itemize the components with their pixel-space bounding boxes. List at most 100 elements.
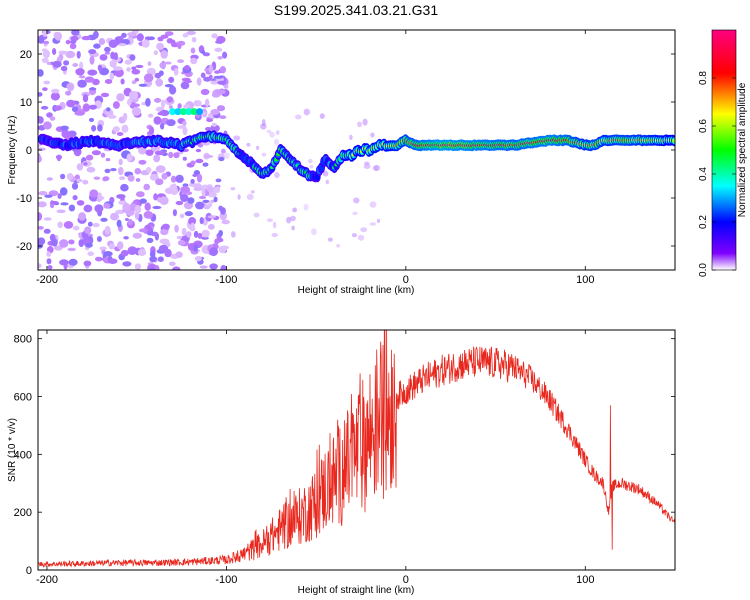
noise-blob bbox=[131, 106, 141, 116]
noise-blob bbox=[88, 49, 97, 55]
noise-blob bbox=[215, 40, 223, 44]
noise-blob bbox=[60, 125, 69, 131]
noise-blob bbox=[41, 57, 49, 64]
snr-ytick-label: 200 bbox=[14, 507, 32, 519]
ridge bbox=[38, 130, 675, 183]
noise-blob bbox=[47, 265, 53, 270]
noise-blob bbox=[208, 64, 214, 74]
noise-blob bbox=[290, 215, 296, 222]
noise-blob bbox=[110, 168, 117, 172]
noise-blob bbox=[215, 186, 221, 193]
noise-blob bbox=[88, 87, 97, 91]
noise-blob bbox=[370, 132, 375, 138]
noise-blob bbox=[83, 260, 92, 267]
colorbar-tick-label: 0.4 bbox=[698, 167, 709, 181]
noise-blob bbox=[184, 64, 190, 71]
noise-blob bbox=[38, 191, 48, 196]
secondary-blob bbox=[179, 108, 187, 116]
noise-blob bbox=[184, 211, 193, 217]
noise-blob bbox=[179, 213, 185, 219]
noise-blob bbox=[250, 190, 255, 194]
noise-blob bbox=[83, 162, 88, 166]
noise-blob bbox=[210, 109, 220, 116]
noise-blob bbox=[122, 112, 128, 122]
noise-blob bbox=[129, 54, 136, 61]
noise-blob bbox=[199, 217, 204, 225]
noise-blob bbox=[139, 198, 147, 204]
colorbar-tick-label: 0.2 bbox=[698, 215, 709, 229]
noise-blob bbox=[192, 173, 198, 177]
noise-blob bbox=[112, 126, 120, 133]
noise-blob bbox=[96, 236, 102, 242]
noise-blob bbox=[59, 187, 68, 196]
noise-blob bbox=[135, 64, 144, 69]
noise-blob bbox=[78, 212, 86, 221]
noise-blob bbox=[147, 113, 154, 118]
noise-blob bbox=[108, 39, 118, 48]
noise-blob bbox=[118, 158, 123, 166]
noise-blob bbox=[196, 173, 203, 183]
noise-blob bbox=[122, 203, 131, 212]
noise-blob bbox=[148, 36, 155, 41]
noise-blob bbox=[146, 67, 156, 76]
noise-blob bbox=[138, 228, 148, 233]
noise-blob bbox=[97, 124, 103, 132]
noise-blob bbox=[149, 126, 155, 135]
noise-blob bbox=[42, 87, 48, 91]
noise-blob bbox=[87, 221, 93, 227]
noise-blob bbox=[205, 127, 212, 131]
noise-blob bbox=[66, 173, 74, 181]
noise-blob bbox=[42, 30, 48, 37]
noise-blob bbox=[59, 239, 69, 248]
noise-blob bbox=[181, 227, 187, 236]
noise-blob bbox=[105, 158, 111, 162]
noise-blob bbox=[87, 251, 94, 256]
noise-blob bbox=[207, 215, 217, 219]
noise-blob bbox=[57, 221, 63, 229]
noise-blob bbox=[57, 193, 62, 199]
noise-blob bbox=[98, 38, 106, 45]
noise-blob bbox=[94, 204, 104, 213]
noise-blob bbox=[134, 204, 142, 214]
snr-axes: -200 -100 0 100 0 200 400 600 800 bbox=[14, 330, 675, 586]
noise-blob bbox=[372, 165, 378, 171]
noise-blob bbox=[72, 195, 78, 201]
noise-blob bbox=[134, 77, 140, 82]
noise-blob bbox=[215, 178, 222, 183]
noise-blob bbox=[177, 125, 187, 129]
noise-blob bbox=[218, 245, 227, 254]
noise-blob bbox=[155, 165, 166, 173]
noise-blob bbox=[79, 61, 84, 70]
noise-blob bbox=[271, 232, 278, 238]
noise-blob bbox=[110, 212, 119, 221]
noise-blob bbox=[221, 219, 230, 225]
noise-blob bbox=[188, 217, 197, 226]
noise-blob bbox=[83, 204, 93, 213]
noise-blob bbox=[99, 246, 107, 251]
spectrogram-ytick-label: -10 bbox=[16, 193, 32, 205]
noise-blob bbox=[195, 158, 204, 164]
noise-blob bbox=[223, 84, 229, 89]
noise-blob bbox=[112, 101, 120, 109]
noise-blob bbox=[107, 114, 117, 119]
noise-blob bbox=[303, 203, 309, 211]
noise-blob bbox=[291, 225, 295, 231]
noise-blob bbox=[46, 258, 52, 265]
snr-ytick-label: 0 bbox=[26, 565, 32, 577]
noise-blob bbox=[219, 115, 227, 120]
noise-blob bbox=[104, 168, 111, 174]
noise-blob bbox=[149, 250, 156, 258]
noise-blob bbox=[182, 33, 189, 38]
noise-blob bbox=[246, 193, 254, 200]
noise-blob bbox=[65, 90, 72, 96]
noise-blob bbox=[138, 146, 147, 155]
snr-xtick-label: 100 bbox=[576, 574, 594, 586]
noise-blob bbox=[311, 228, 317, 236]
noise-blob bbox=[49, 116, 56, 121]
noise-blob bbox=[38, 155, 42, 163]
noise-blob bbox=[126, 98, 132, 106]
noise-blob bbox=[214, 70, 221, 74]
noise-blob bbox=[202, 162, 209, 167]
colorbar-tick-label: 0.8 bbox=[698, 71, 709, 85]
noise-blob bbox=[56, 154, 62, 162]
